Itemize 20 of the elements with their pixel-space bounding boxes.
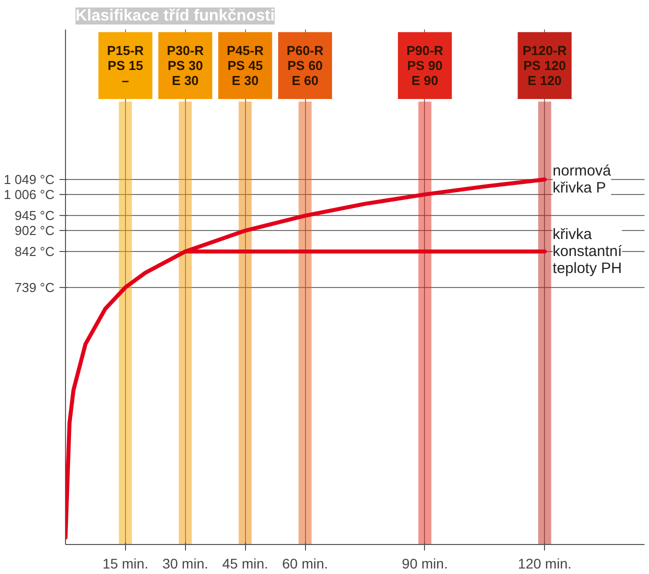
ref-line-label: P30-R PS 30 E 30 <box>166 43 204 88</box>
ref-line-label: P120-R PS 120 E 120 <box>522 43 568 88</box>
y-tick-label: 1 006 °C <box>4 186 55 202</box>
ref-line-label: P90-R PS 90 E 90 <box>406 43 444 88</box>
ref-line-label: P60-R PS 60 E 60 <box>286 43 324 88</box>
y-tick-label: 945 °C <box>14 208 54 224</box>
x-tick-label: 45 min. <box>222 556 268 572</box>
x-tick-label: 15 min. <box>102 556 148 572</box>
series-label: normová křivka P <box>552 162 612 196</box>
series-label: křivka konstantní teploty PH <box>552 226 623 278</box>
y-tick-label: 902 °C <box>14 223 54 238</box>
x-tick-label: 30 min. <box>162 556 208 572</box>
x-tick-label: 120 min. <box>518 556 572 572</box>
y-tick-label: 1 049 °C <box>4 172 55 187</box>
ref-line-label: P15-R PS 15 – <box>106 43 144 88</box>
y-tick-label: 739 °C <box>14 280 54 295</box>
y-tick-label: 842 °C <box>14 244 54 260</box>
x-tick-label: 90 min. <box>402 556 448 572</box>
x-tick-label: 60 min. <box>282 556 328 572</box>
ref-line-label: P45-R PS 45 E 30 <box>226 43 264 88</box>
